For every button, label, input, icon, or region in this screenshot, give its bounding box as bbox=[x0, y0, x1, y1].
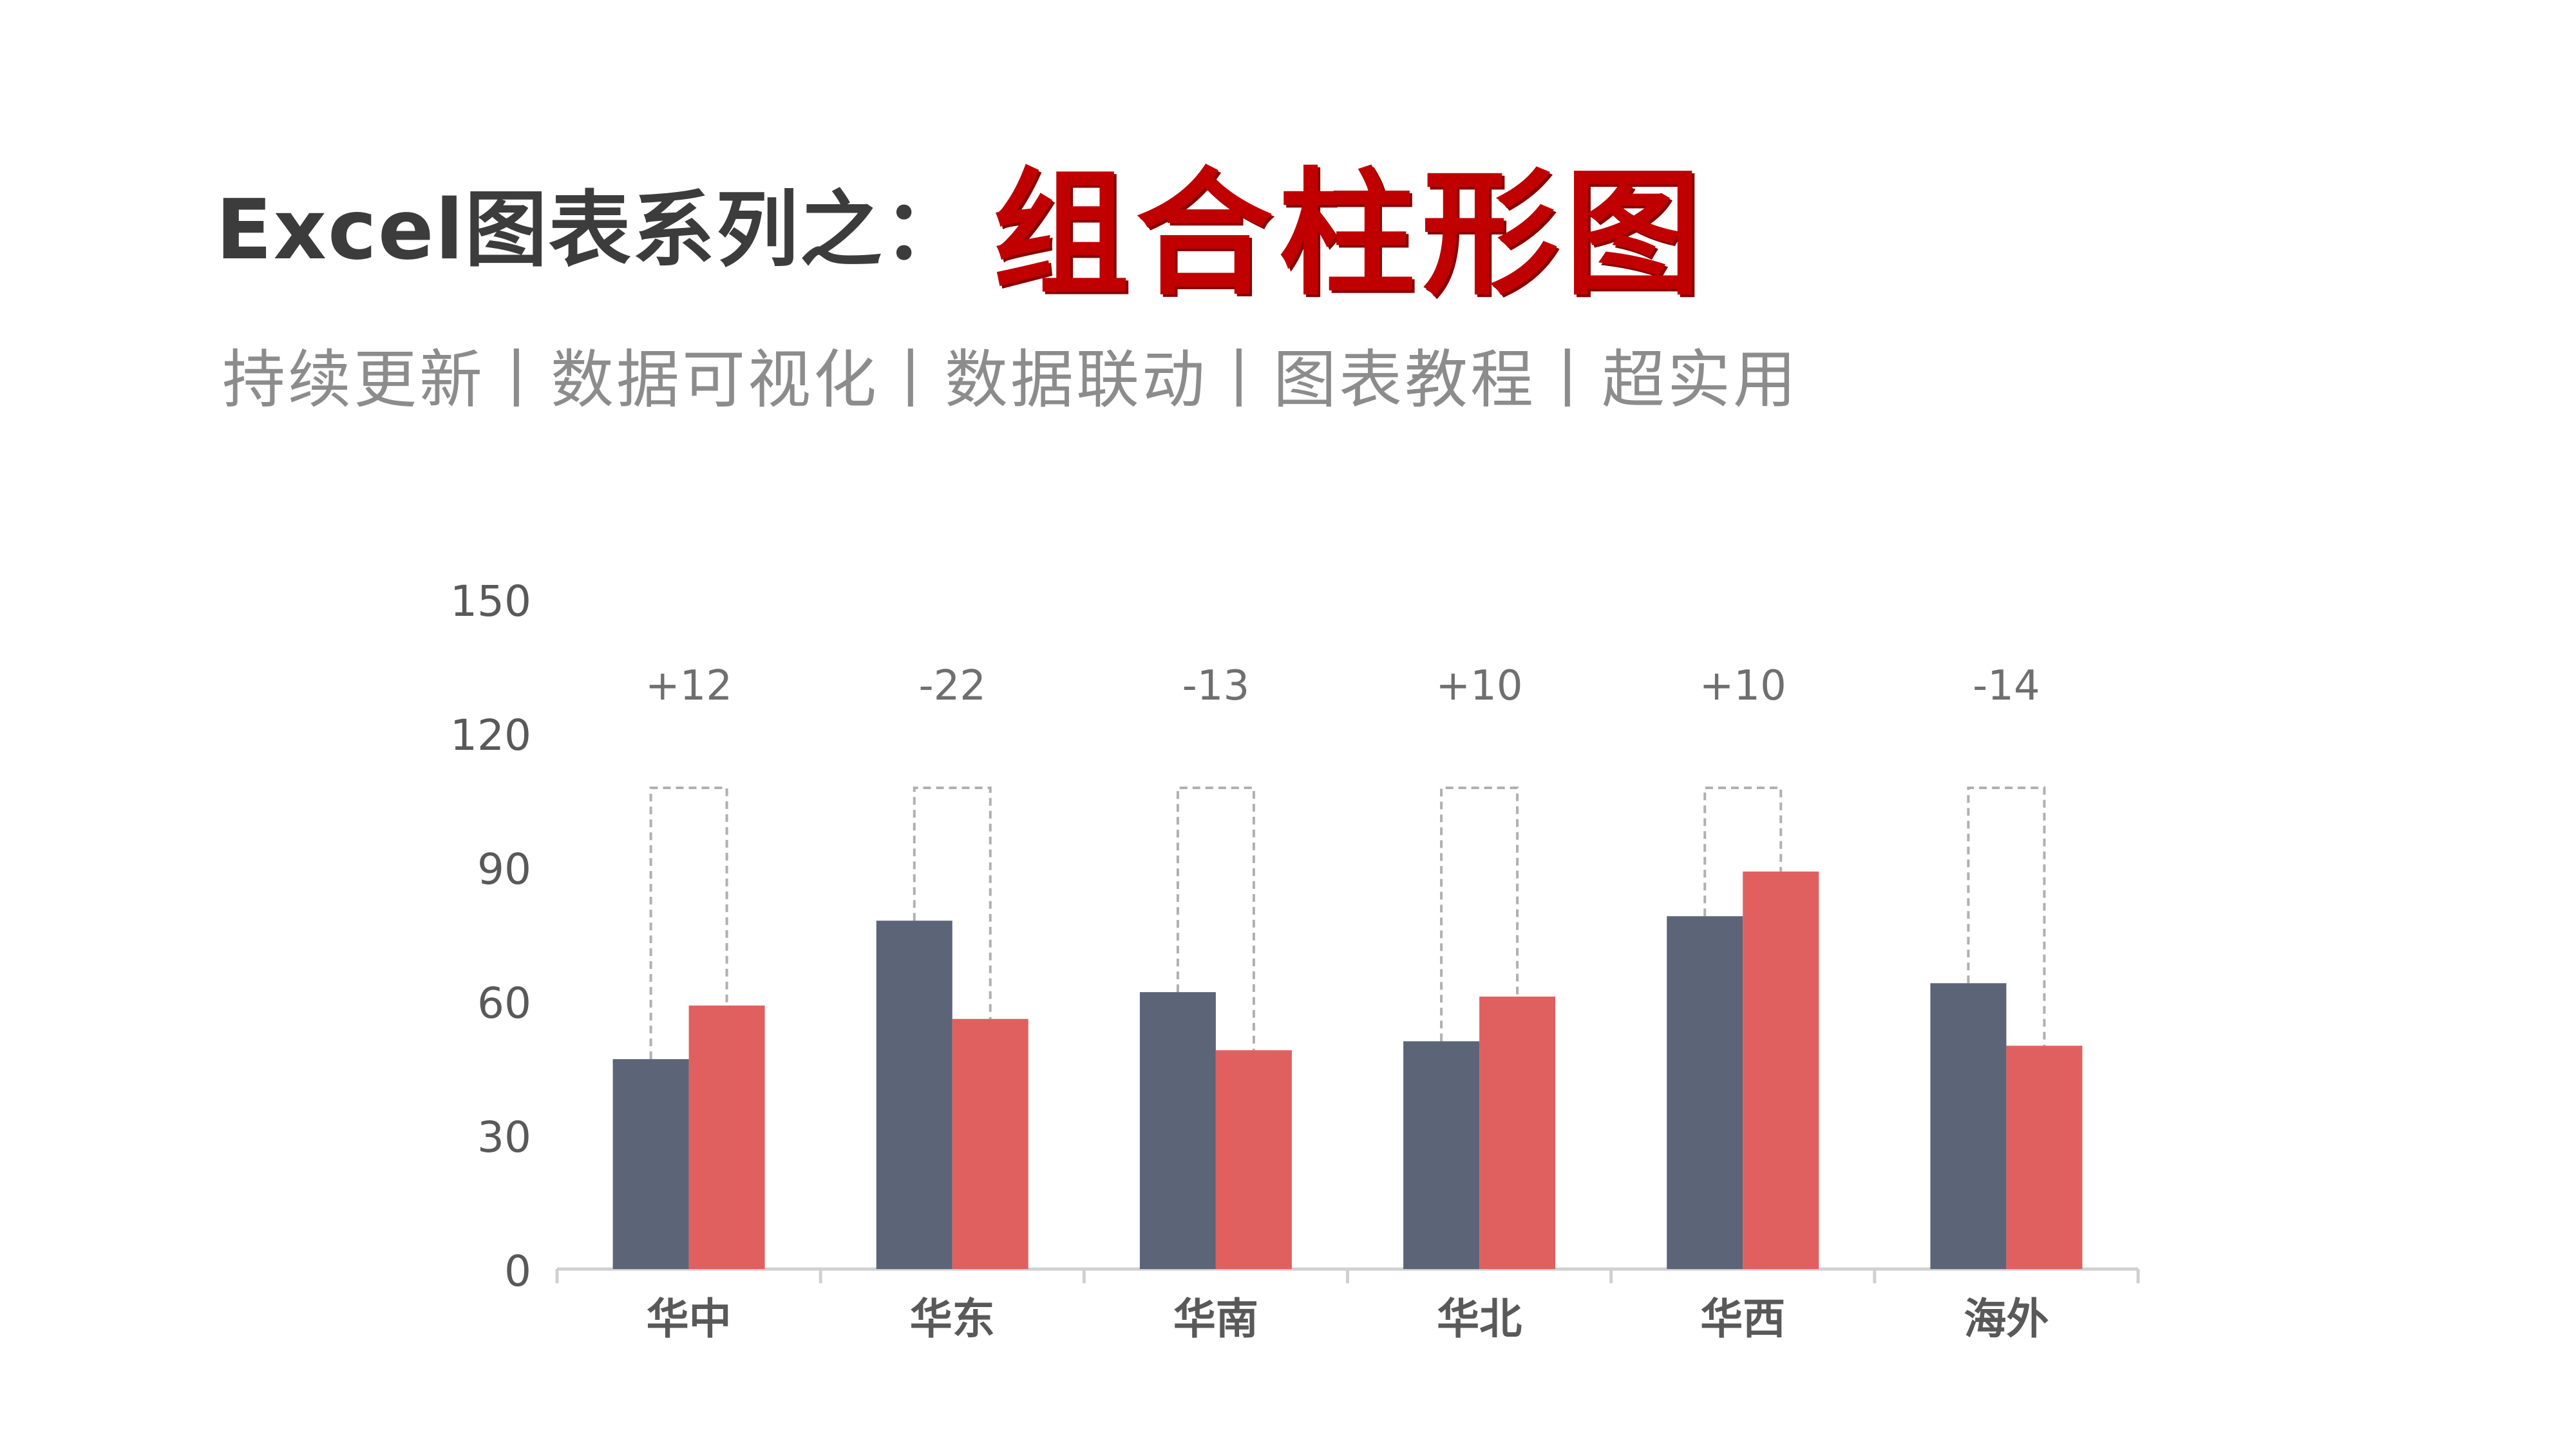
difference-label: -13 bbox=[1182, 662, 1250, 710]
bar-series-1 bbox=[1930, 983, 2007, 1269]
y-tick-label: 90 bbox=[477, 845, 531, 894]
difference-connector bbox=[1703, 787, 1783, 917]
y-tick-label: 0 bbox=[504, 1247, 531, 1296]
bar-series-1 bbox=[1139, 992, 1216, 1269]
difference-label: +10 bbox=[1700, 662, 1786, 710]
bar-series-2 bbox=[1743, 871, 1819, 1269]
difference-label: +12 bbox=[645, 662, 732, 710]
difference-label: -22 bbox=[918, 662, 986, 710]
difference-connector bbox=[1967, 787, 2046, 1046]
x-category-label: 华西 bbox=[1700, 1294, 1785, 1344]
y-tick-label: 120 bbox=[450, 711, 531, 760]
page-title-accent: 组合柱形图 bbox=[992, 154, 1708, 314]
difference-connector bbox=[649, 787, 728, 1060]
bar-series-2 bbox=[2006, 1046, 2083, 1269]
page-title: Excel图表系列之： bbox=[216, 182, 967, 278]
bar-series-1 bbox=[612, 1059, 689, 1269]
bar-series-1 bbox=[876, 921, 952, 1269]
x-category-label: 华东 bbox=[910, 1294, 995, 1344]
y-tick-label: 60 bbox=[477, 979, 531, 1028]
bar-series-2 bbox=[952, 1018, 1028, 1269]
y-tick-label: 150 bbox=[450, 577, 531, 626]
x-category-label: 华南 bbox=[1173, 1294, 1258, 1344]
bar-series-1 bbox=[1403, 1041, 1480, 1269]
bar-series-2 bbox=[1215, 1050, 1292, 1269]
x-category-label: 华中 bbox=[647, 1294, 732, 1344]
bar-series-2 bbox=[1479, 997, 1556, 1269]
difference-label: -14 bbox=[1973, 662, 2040, 710]
x-category-label: 海外 bbox=[1964, 1294, 2049, 1344]
difference-connector bbox=[913, 787, 992, 1019]
bar-series-1 bbox=[1667, 916, 1743, 1269]
title-row: Excel图表系列之： 组合柱形图 bbox=[216, 139, 1708, 314]
y-tick-label: 30 bbox=[477, 1113, 531, 1162]
page-subtitle: 持续更新丨数据可视化丨数据联动丨图表教程丨超实用 bbox=[222, 343, 1799, 417]
difference-label: +10 bbox=[1436, 662, 1523, 710]
x-category-label: 华北 bbox=[1437, 1294, 1522, 1344]
bar-series-2 bbox=[688, 1005, 765, 1269]
